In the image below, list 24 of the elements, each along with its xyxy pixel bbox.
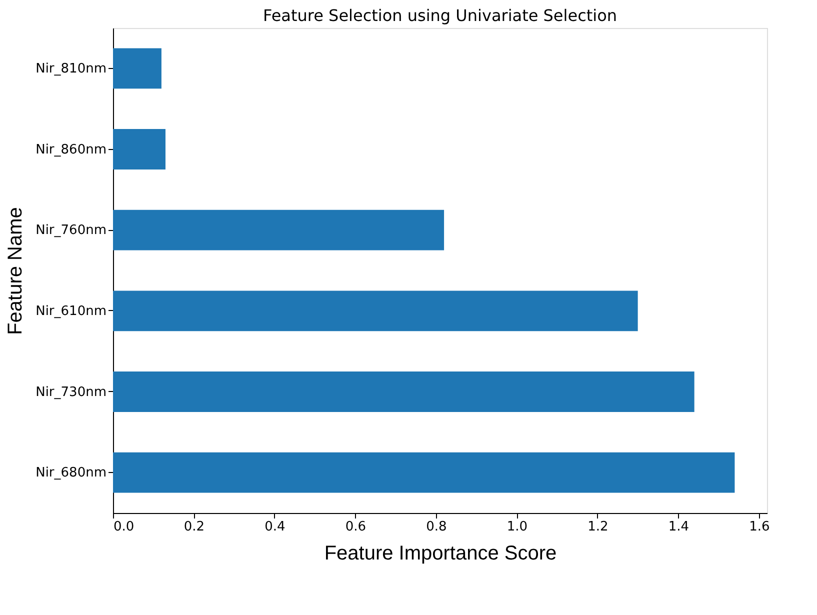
- x-tick-label: 0.2: [184, 520, 205, 534]
- y-tick-label: Nir_730nm: [36, 384, 106, 400]
- y-tick-label: Nir_810nm: [36, 61, 106, 76]
- y-tick-label: Nir_680nm: [36, 466, 106, 481]
- x-tick-label: 0.6: [345, 520, 366, 534]
- x-tick-label: 0.0: [114, 520, 134, 534]
- x-axis-title: Feature Importance Score: [324, 542, 557, 564]
- x-tick-label: 1.6: [749, 520, 770, 534]
- y-tick-label: Nir_760nm: [36, 223, 106, 238]
- x-tick-label: 1.0: [506, 520, 528, 534]
- bar: [113, 210, 444, 250]
- x-tick-label: 1.2: [588, 520, 608, 534]
- y-tick-label: Nir_860nm: [36, 142, 106, 158]
- chart-title: Feature Selection using Univariate Selection: [262, 6, 618, 25]
- bar: [113, 48, 162, 89]
- bar: [113, 129, 166, 170]
- y-axis-title: Feature Name: [4, 207, 27, 335]
- x-tick-label: 0.4: [264, 520, 286, 534]
- y-tick-label: Nir_610nm: [36, 304, 106, 319]
- x-tick-label: 1.4: [668, 520, 690, 534]
- bar: [113, 372, 694, 412]
- bar: [113, 452, 735, 493]
- bar: [113, 290, 638, 332]
- x-tick-label: 0.8: [426, 520, 447, 534]
